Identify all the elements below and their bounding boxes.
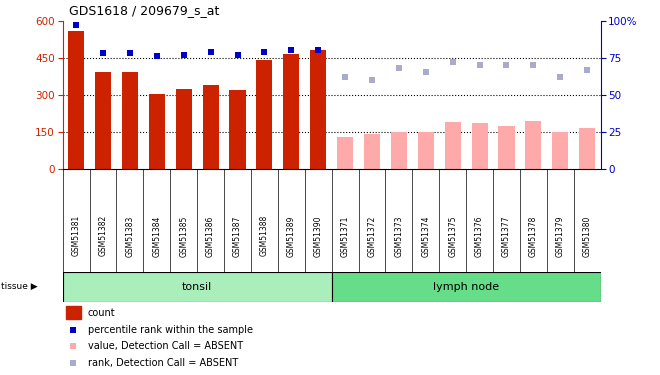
Text: tonsil: tonsil	[182, 282, 213, 292]
Text: GSM51386: GSM51386	[206, 215, 215, 256]
Bar	[256, 60, 273, 169]
Text: rank, Detection Call = ABSENT: rank, Detection Call = ABSENT	[88, 358, 238, 368]
Text: GSM51383: GSM51383	[125, 215, 135, 256]
Text: GSM51373: GSM51373	[395, 215, 403, 256]
Text: percentile rank within the sample: percentile rank within the sample	[88, 325, 253, 334]
Text: GSM51375: GSM51375	[448, 215, 457, 256]
Bar	[122, 72, 138, 169]
Bar	[66, 306, 81, 319]
Text: count: count	[88, 308, 115, 318]
Bar	[148, 94, 165, 169]
Bar	[552, 132, 568, 169]
Text: GSM51379: GSM51379	[556, 215, 565, 256]
Text: GSM51376: GSM51376	[475, 215, 484, 256]
Text: GSM51385: GSM51385	[180, 215, 188, 256]
Text: GSM51388: GSM51388	[260, 215, 269, 256]
Text: GSM51378: GSM51378	[529, 215, 538, 256]
Bar	[418, 132, 434, 169]
Bar	[471, 123, 488, 169]
Text: GDS1618 / 209679_s_at: GDS1618 / 209679_s_at	[69, 4, 220, 17]
Bar	[391, 132, 407, 169]
Bar	[283, 54, 300, 169]
Text: GSM51380: GSM51380	[583, 215, 591, 256]
Bar	[310, 50, 326, 169]
Bar	[203, 85, 218, 169]
Text: GSM51371: GSM51371	[341, 215, 350, 256]
Text: GSM51382: GSM51382	[98, 215, 108, 256]
Text: lymph node: lymph node	[433, 282, 499, 292]
Text: GSM51374: GSM51374	[421, 215, 430, 256]
Bar	[95, 72, 111, 169]
Text: GSM51384: GSM51384	[152, 215, 161, 256]
Bar	[230, 90, 246, 169]
Bar	[176, 88, 192, 169]
Bar	[445, 122, 461, 169]
Text: value, Detection Call = ABSENT: value, Detection Call = ABSENT	[88, 342, 243, 351]
Bar	[579, 128, 595, 169]
Bar	[364, 134, 380, 169]
Bar	[525, 122, 541, 169]
Text: GSM51387: GSM51387	[233, 215, 242, 256]
Text: tissue ▶: tissue ▶	[1, 282, 38, 291]
Text: GSM51372: GSM51372	[368, 215, 376, 256]
Text: GSM51389: GSM51389	[287, 215, 296, 256]
Text: GSM51381: GSM51381	[72, 215, 81, 256]
Text: GSM51377: GSM51377	[502, 215, 511, 256]
Bar	[331, 272, 601, 302]
Bar	[337, 136, 353, 169]
Bar	[68, 30, 84, 169]
Bar	[498, 126, 515, 169]
Text: GSM51390: GSM51390	[314, 215, 323, 256]
Bar	[63, 272, 331, 302]
